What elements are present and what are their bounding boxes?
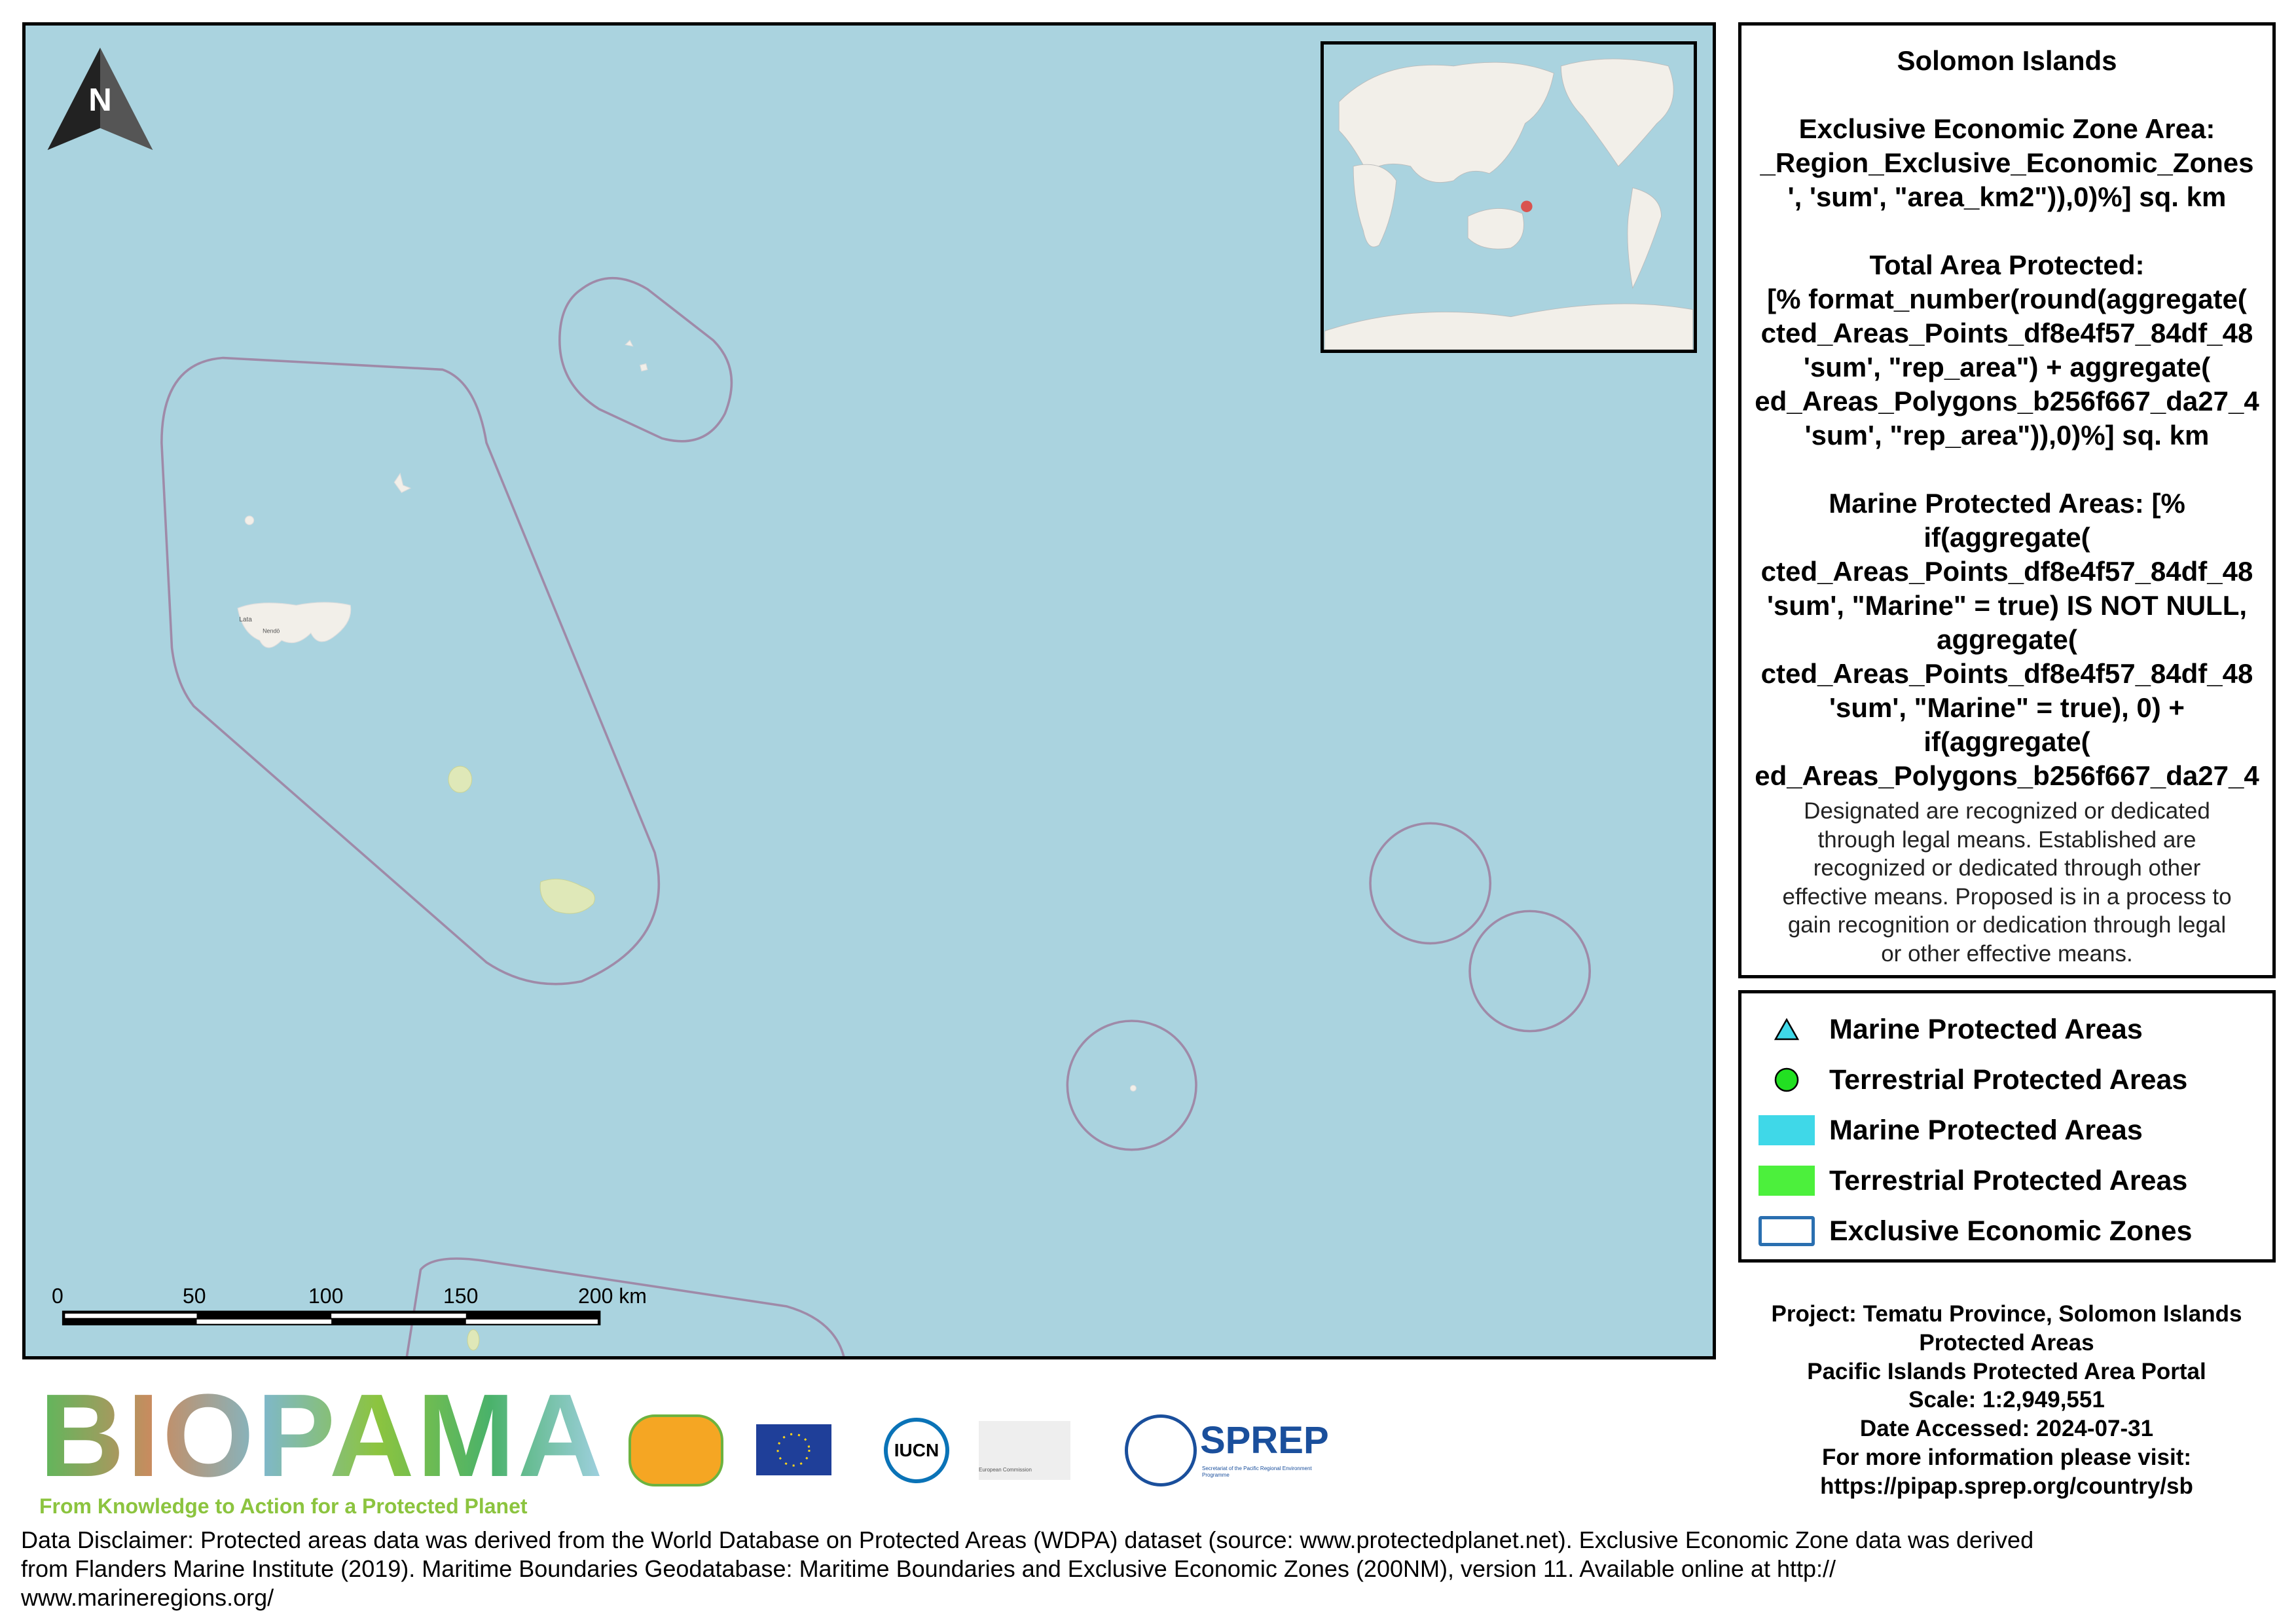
island	[1129, 1084, 1137, 1092]
landmass-australia	[1467, 208, 1524, 249]
island-protected	[448, 766, 473, 793]
panel-text-line: aggregate(	[1937, 624, 2077, 655]
project-line: Protected Areas	[1919, 1329, 2094, 1356]
biopama-logo: BIOPAMA From Knowledge to Action for a P…	[39, 1370, 606, 1519]
fill-swatch-icon	[1757, 1166, 1816, 1196]
legend-item-marine-points: Marine Protected Areas	[1741, 1010, 2143, 1049]
scale-label: 100	[308, 1284, 344, 1308]
biopama-tagline: From Knowledge to Action for a Protected…	[39, 1494, 528, 1518]
landmass-eurasia	[1338, 62, 1554, 183]
status-note-line: recognized or dedicated through other	[1813, 855, 2201, 881]
circle-icon	[1757, 1067, 1816, 1093]
sprep-logo: SPREP Secretariat of the Pacific Regiona…	[1125, 1414, 1329, 1486]
panel-text-line: cted_Areas_Points_df8e4f57_84df_48	[1760, 658, 2253, 689]
biopama-wordmark: BIOPAMA	[39, 1370, 606, 1502]
project-line: For more information please visit:	[1822, 1444, 2191, 1470]
panel-text-line: Total Area Protected:	[1869, 249, 2145, 280]
panel-text-line: 'sum', "Marine" = true), 0) +	[1829, 692, 2185, 723]
north-label: N	[88, 82, 111, 118]
island-protected	[467, 1329, 480, 1351]
panel-text-line: ', 'sum', "area_km2")),0)%] sq. km	[1787, 181, 2227, 212]
island	[393, 472, 412, 493]
legend-item-eez: Exclusive Economic Zones	[1741, 1211, 2192, 1251]
eez-boundary-south	[405, 1257, 845, 1356]
european-commission-logo: European Commission	[979, 1421, 1070, 1480]
panel-text-line: 'sum', "rep_area") + aggregate(	[1803, 352, 2211, 382]
iucn-logo: IUCN	[884, 1418, 949, 1483]
panel-text-line: 'sum', "Marine" = true) IS NOT NULL,	[1766, 590, 2248, 621]
triangle-icon	[1757, 1018, 1816, 1041]
scale-text: Scale: 1:2,949,551	[1908, 1387, 2105, 1413]
island	[625, 339, 648, 372]
eez-boundary-circle	[1468, 910, 1592, 1033]
eu-flag-logo	[756, 1424, 831, 1475]
status-note-line: gain recognition or dedication through l…	[1787, 912, 2227, 938]
scale-label: 200 km	[578, 1284, 647, 1308]
eez-boundary-circle	[1066, 1020, 1197, 1151]
location-marker	[1521, 200, 1533, 212]
panel-text-line: cted_Areas_Points_df8e4f57_84df_48	[1760, 556, 2253, 587]
place-label-nendo: Nendö	[263, 628, 280, 635]
panel-text-line: 'sum', "rep_area")),0)%] sq. km	[1804, 420, 2210, 451]
status-note-line: or other effective means.	[1881, 941, 2133, 967]
legend-item-marine-polygons: Marine Protected Areas	[1741, 1111, 2143, 1150]
project-line: Pacific Islands Protected Area Portal	[1807, 1358, 2206, 1384]
landmass-north-america	[1560, 58, 1674, 167]
panel-text-line: [% format_number(round(aggregate(	[1767, 284, 2247, 314]
panel-text-line: if(aggregate(	[1923, 522, 2090, 553]
island-nendo	[237, 602, 352, 648]
panel-text-line: _Region_Exclusive_Economic_Zones	[1760, 147, 2254, 178]
eez-boundary-circle	[1369, 822, 1492, 945]
outline-swatch-icon	[1757, 1216, 1816, 1246]
legend-item-terrestrial-polygons: Terrestrial Protected Areas	[1741, 1161, 2187, 1200]
landmass-antarctica	[1324, 303, 1694, 350]
scale-label: 0	[52, 1284, 64, 1308]
island-protected	[539, 878, 595, 914]
status-note-line: Designated are recognized or dedicated	[1804, 798, 2210, 824]
project-info: Project: Tematu Province, Solomon Island…	[1712, 1300, 2296, 1501]
panel-text-line: ed_Areas_Polygons_b256f667_da27_4	[1755, 386, 2259, 416]
panel-text-line: ed_Areas_Polygons_b256f667_da27_4	[1755, 760, 2259, 791]
scale-bar	[62, 1310, 601, 1325]
status-note-line: effective means. Proposed is in a proces…	[1782, 883, 2232, 910]
panel-text-line: if(aggregate(	[1923, 726, 2090, 757]
eez-boundary-north	[558, 277, 733, 443]
status-note-line: through legal means. Established are	[1817, 826, 2196, 853]
landmass-africa	[1353, 164, 1397, 248]
legend: Marine Protected Areas Terrestrial Prote…	[1738, 990, 2276, 1263]
place-label-lata: Lata	[239, 616, 252, 623]
scale-label: 50	[183, 1284, 206, 1308]
project-line: Project: Tematu Province, Solomon Island…	[1771, 1301, 2242, 1327]
acp-logo	[629, 1414, 723, 1486]
north-arrow-icon: N	[47, 47, 153, 151]
panel-text-line: cted_Areas_Points_df8e4f57_84df_48	[1760, 318, 2253, 348]
date-accessed: Date Accessed: 2024-07-31	[1859, 1416, 2154, 1442]
data-disclaimer: Data Disclaimer: Protected areas data wa…	[21, 1526, 2034, 1611]
island	[244, 515, 255, 525]
panel-text-line: Marine Protected Areas: [%	[1829, 488, 2185, 519]
panel-text-line: Exclusive Economic Zone Area:	[1798, 113, 2215, 144]
info-link[interactable]: https://pipap.sprep.org/country/sb	[1820, 1473, 2193, 1499]
info-panel: Solomon Islands Exclusive Economic Zone A…	[1738, 22, 2276, 978]
panel-text-line: Solomon Islands	[1897, 45, 2117, 76]
locator-inset-map	[1321, 41, 1697, 353]
scale-label: 150	[443, 1284, 479, 1308]
landmass-south-america	[1627, 187, 1662, 289]
map-canvas: Lata Nendö N	[47, 47, 1592, 1356]
legend-item-terrestrial-points: Terrestrial Protected Areas	[1741, 1060, 2187, 1099]
fill-swatch-icon	[1757, 1115, 1816, 1145]
eez-boundary-main	[160, 356, 661, 986]
